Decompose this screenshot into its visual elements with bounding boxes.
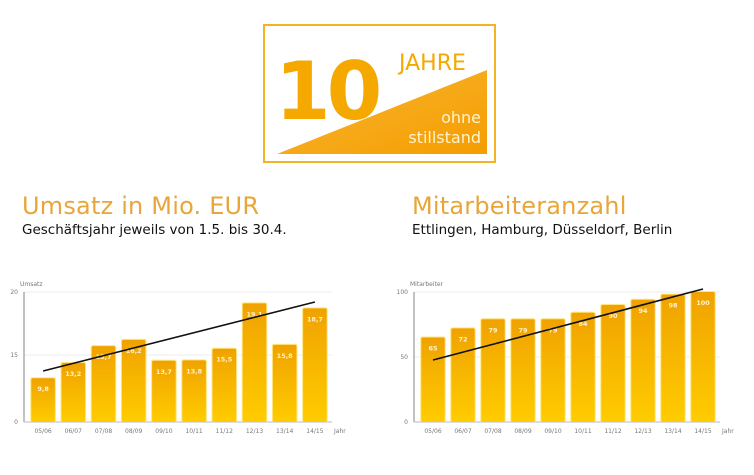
x-tick-label: 05/06 [34, 428, 51, 435]
bar [601, 305, 625, 422]
x-tick-label: 13/14 [276, 428, 293, 435]
y-axis-label: Mitarbeiter [410, 281, 444, 288]
x-tick-label: 11/12 [604, 428, 621, 435]
bar [212, 348, 237, 422]
bar-value-label: 15,7 [95, 353, 111, 361]
bar [303, 308, 327, 422]
bar-value-label: 79 [488, 326, 498, 334]
bar-value-label: 100 [696, 299, 710, 307]
trend-line [432, 288, 704, 361]
y-tick-label: 0 [404, 419, 408, 426]
x-tick-label: 08/09 [514, 428, 531, 435]
bar [661, 294, 685, 422]
bar [691, 292, 715, 422]
bar [272, 344, 297, 422]
bar-value-label: 13,8 [186, 367, 203, 375]
x-axis-label: Jahr [333, 428, 346, 435]
bar-value-label: 13,7 [156, 368, 172, 376]
bar [182, 360, 206, 422]
ten-years-logo: 10 JAHRE ohne stillstand [263, 24, 496, 163]
bar-value-label: 19,1 [246, 310, 263, 318]
x-tick-label: 06/07 [65, 428, 82, 435]
x-tick-label: 13/14 [664, 428, 681, 435]
x-tick-label: 11/12 [216, 428, 233, 435]
bar [242, 303, 267, 422]
y-tick-label: 0 [14, 419, 18, 426]
bar [541, 319, 565, 422]
bar [31, 378, 55, 422]
bar-value-label: 15,5 [216, 356, 233, 364]
y-tick-label: 20 [10, 289, 18, 296]
logo-word: JAHRE [397, 51, 466, 76]
x-tick-label: 10/11 [574, 428, 591, 435]
bar-value-label: 98 [668, 302, 678, 310]
y-tick-label: 15 [10, 352, 18, 359]
employees-subtitle: Ettlingen, Hamburg, Düsseldorf, Berlin [412, 222, 673, 238]
logo-number: 10 [275, 45, 379, 138]
y-tick-label: 50 [400, 354, 408, 361]
x-tick-label: 14/15 [694, 428, 711, 435]
bar [152, 360, 176, 422]
x-tick-label: 12/13 [246, 428, 263, 435]
bar-value-label: 18,7 [307, 315, 323, 323]
bar-value-label: 90 [608, 312, 618, 320]
y-tick-label: 100 [397, 289, 409, 296]
x-axis-label: Jahr [721, 428, 734, 435]
bar [511, 319, 535, 422]
revenue-title: Umsatz in Mio. EUR [22, 192, 260, 220]
logo-graphic: 10 JAHRE ohne stillstand [275, 45, 487, 154]
bar-value-label: 72 [458, 335, 467, 343]
bar [121, 339, 146, 422]
x-tick-label: 09/10 [155, 428, 172, 435]
logo-wedge [277, 70, 487, 154]
revenue-chart: Umsatz 0 15 20 9,8 05/06 13,2 06/07 15,7 07/08 16,… [10, 281, 346, 435]
bar-value-label: 15,8 [277, 352, 294, 360]
bar [61, 363, 86, 422]
bar [91, 346, 116, 422]
trend-line [42, 301, 316, 372]
bar [451, 328, 475, 422]
x-tick-label: 06/07 [454, 428, 471, 435]
bar-value-label: 94 [638, 307, 648, 315]
employees-title: Mitarbeiteranzahl [412, 192, 627, 220]
x-tick-label: 10/11 [185, 428, 202, 435]
bar [571, 312, 595, 422]
x-tick-label: 12/13 [634, 428, 651, 435]
bar-value-label: 84 [578, 320, 588, 328]
bar-value-label: 65 [428, 345, 438, 353]
employees-chart: Mitarbeiter 0 50 100 65 05/06 72 06/07 79 07/08 79… [397, 281, 735, 435]
bar-value-label: 79 [548, 326, 558, 334]
bar [481, 319, 505, 422]
revenue-subtitle: Geschäftsjahr jeweils von 1.5. bis 30.4. [22, 222, 287, 238]
bar-value-label: 9,8 [37, 385, 49, 393]
logo-line2: stillstand [408, 128, 481, 147]
bar-value-label: 16,2 [126, 347, 142, 355]
x-tick-label: 09/10 [544, 428, 561, 435]
x-tick-label: 05/06 [424, 428, 441, 435]
x-tick-label: 07/08 [484, 428, 501, 435]
x-tick-label: 07/08 [95, 428, 112, 435]
bar-value-label: 13,2 [65, 370, 81, 378]
x-tick-label: 08/09 [125, 428, 142, 435]
bar-value-label: 79 [518, 326, 528, 334]
logo-line1: ohne [441, 108, 481, 127]
y-axis-label: Umsatz [20, 281, 43, 288]
x-tick-label: 14/15 [306, 428, 323, 435]
bar [631, 299, 655, 422]
